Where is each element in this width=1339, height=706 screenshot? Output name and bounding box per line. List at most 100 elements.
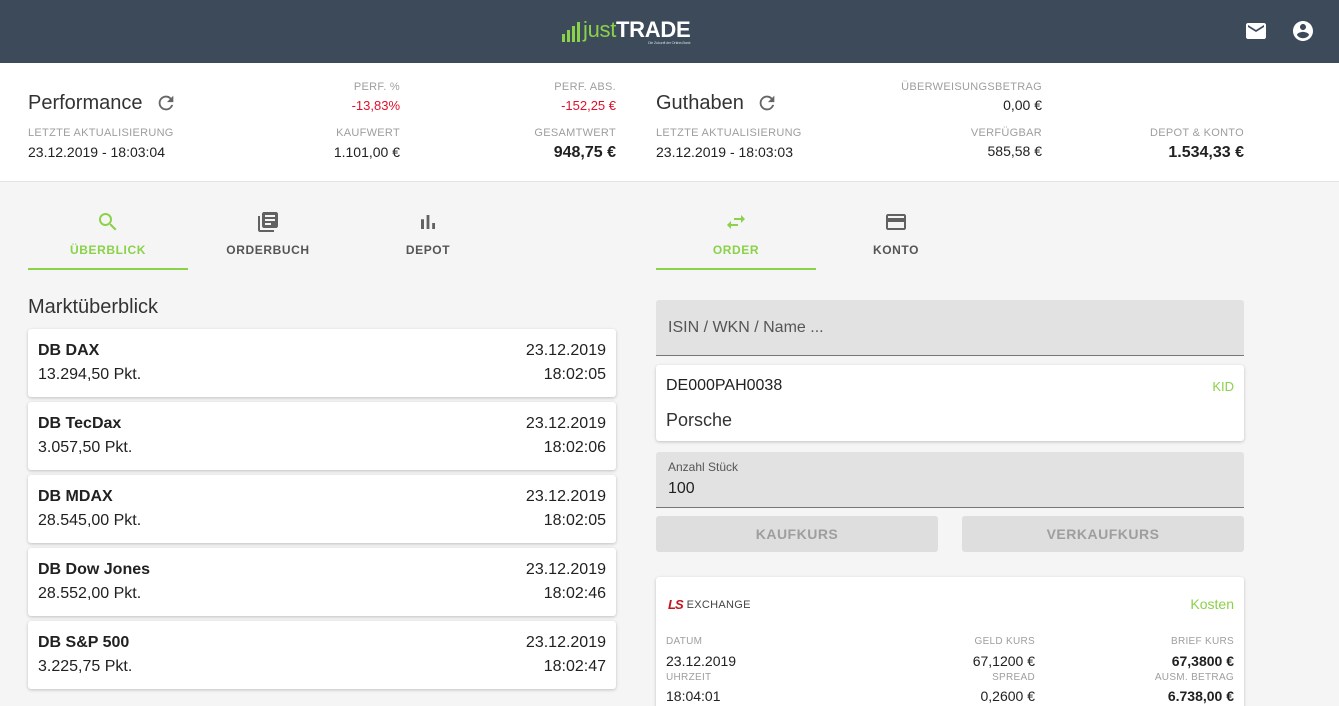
logo-bars-icon bbox=[562, 20, 580, 42]
tab-order[interactable]: ORDER bbox=[656, 200, 816, 270]
quantity-value: 100 bbox=[668, 480, 695, 497]
perf-pct-value: -13,83% bbox=[351, 98, 400, 113]
costs-link[interactable]: Kosten bbox=[1190, 596, 1234, 612]
quote-card: LS EXCHANGE Kosten DATUM 23.12.2019 UHRZ… bbox=[656, 577, 1244, 706]
available-label: VERFÜGBAR bbox=[970, 127, 1042, 139]
depot-konto-label: DEPOT & KONTO bbox=[1150, 127, 1244, 139]
instrument-isin: DE000PAH0038 bbox=[666, 377, 783, 394]
tab-depot-label: DEPOT bbox=[405, 243, 451, 257]
purchase-value: 1.101,00 € bbox=[333, 144, 400, 160]
market-item-value: 3.225,75 Pkt. bbox=[38, 658, 133, 675]
market-item-date: 23.12.2019 bbox=[525, 634, 606, 651]
summary-panel: Performance LETZTE AKTUALISIERUNG 23.12.… bbox=[0, 63, 1339, 182]
buy-price-button[interactable]: KAUFKURS bbox=[656, 516, 938, 552]
bar-chart-icon bbox=[421, 215, 435, 229]
market-item-date: 23.12.2019 bbox=[525, 342, 606, 359]
logo-wordmark: justTRADE Die Zukunft der Online-Bank bbox=[583, 17, 691, 45]
market-item-time: 18:02:46 bbox=[543, 585, 606, 602]
logo-trade: TRADE bbox=[616, 17, 691, 42]
ls-mark: LS bbox=[668, 597, 684, 612]
market-item-time: 18:02:47 bbox=[543, 658, 606, 675]
tab-ueberblick[interactable]: ÜBERBLICK bbox=[28, 200, 188, 270]
ls-exchange-text: EXCHANGE bbox=[686, 598, 751, 611]
market-item-name: DB S&P 500 bbox=[38, 634, 130, 651]
total-value-label: GESAMTWERT bbox=[534, 127, 616, 139]
market-item-name: DB TecDax bbox=[38, 415, 122, 432]
balance-update-value: 23.12.2019 - 18:03:03 bbox=[656, 144, 794, 160]
account-circle-icon[interactable] bbox=[1291, 19, 1315, 43]
justtrade-logo[interactable]: justTRADE Die Zukunft der Online-Bank bbox=[562, 17, 691, 45]
bid-price-value: 67,1200 € bbox=[972, 653, 1035, 669]
transfer-amount-value: 0,00 € bbox=[1003, 97, 1042, 113]
purchase-value-label: KAUFWERT bbox=[336, 127, 400, 139]
spread-label: SPREAD bbox=[992, 672, 1035, 683]
performance-update-label: LETZTE AKTUALISIERUNG bbox=[28, 127, 174, 139]
tab-konto[interactable]: KONTO bbox=[816, 200, 976, 270]
market-item[interactable]: DB Dow Jones 28.552,00 Pkt. 23.12.2019 1… bbox=[28, 548, 616, 616]
instrument-name: Porsche bbox=[666, 410, 733, 430]
performance-title-text: Performance bbox=[28, 92, 143, 114]
tab-orderbuch[interactable]: ORDERBUCH bbox=[188, 200, 348, 270]
instrument-card[interactable]: DE000PAH0038 KID Porsche bbox=[656, 365, 1244, 441]
sell-price-button[interactable]: VERKAUFKURS bbox=[962, 516, 1244, 552]
ask-price-label: BRIEF KURS bbox=[1170, 636, 1234, 647]
credit-card-icon bbox=[886, 214, 906, 230]
tab-orderbuch-label: ORDERBUCH bbox=[226, 243, 310, 257]
refresh-icon[interactable] bbox=[155, 92, 177, 114]
market-item-value: 3.057,50 Pkt. bbox=[38, 439, 133, 456]
search-icon bbox=[99, 213, 117, 231]
market-item-name: DB Dow Jones bbox=[38, 561, 151, 578]
market-item-name: DB DAX bbox=[38, 342, 100, 359]
depot-konto-value: 1.534,33 € bbox=[1168, 144, 1244, 161]
quote-date-label: DATUM bbox=[666, 636, 703, 647]
performance-title: Performance bbox=[28, 91, 177, 115]
kid-link[interactable]: KID bbox=[1212, 379, 1234, 394]
payout-amount-label: AUSM. BETRAG bbox=[1154, 672, 1234, 683]
logo-tagline: Die Zukunft der Online-Bank bbox=[647, 40, 691, 45]
bid-price-label: GELD KURS bbox=[974, 636, 1035, 647]
tab-ueberblick-label: ÜBERBLICK bbox=[69, 243, 147, 257]
payout-amount-value: 6.738,00 € bbox=[1167, 688, 1234, 704]
available-value: 585,58 € bbox=[987, 143, 1043, 159]
balance-update-label: LETZTE AKTUALISIERUNG bbox=[656, 127, 802, 139]
tab-depot[interactable]: DEPOT bbox=[348, 200, 508, 270]
market-list: DB DAX 13.294,50 Pkt. 23.12.2019 18:02:0… bbox=[28, 329, 616, 694]
market-overview-title: Marktüberblick bbox=[28, 296, 159, 318]
market-item-time: 18:02:06 bbox=[543, 439, 606, 456]
quote-time-value: 18:04:01 bbox=[666, 688, 721, 704]
market-item-date: 23.12.2019 bbox=[525, 488, 606, 505]
perf-abs-label: PERF. ABS. bbox=[554, 81, 616, 93]
balance-title-text: Guthaben bbox=[656, 92, 744, 114]
market-item-name: DB MDAX bbox=[38, 488, 113, 505]
market-item-value: 13.294,50 Pkt. bbox=[38, 366, 142, 383]
market-item-date: 23.12.2019 bbox=[525, 415, 606, 432]
top-bar: justTRADE Die Zukunft der Online-Bank bbox=[0, 0, 1339, 63]
market-item[interactable]: DB DAX 13.294,50 Pkt. 23.12.2019 18:02:0… bbox=[28, 329, 616, 397]
market-item-value: 28.545,00 Pkt. bbox=[38, 512, 142, 529]
quote-time-label: UHRZEIT bbox=[666, 672, 712, 683]
balance-title: Guthaben bbox=[656, 91, 778, 115]
spread-value: 0,2600 € bbox=[980, 688, 1036, 704]
ls-exchange-logo: LS EXCHANGE bbox=[668, 597, 751, 612]
perf-abs-value: -152,25 € bbox=[561, 98, 616, 113]
perf-pct-label: PERF. % bbox=[353, 81, 400, 93]
market-item[interactable]: DB MDAX 28.545,00 Pkt. 23.12.2019 18:02:… bbox=[28, 475, 616, 543]
ask-price-value: 67,3800 € bbox=[1171, 653, 1234, 669]
quantity-input[interactable]: Anzahl Stück 100 bbox=[656, 452, 1244, 508]
refresh-icon[interactable] bbox=[756, 92, 778, 114]
library-books-icon bbox=[258, 212, 278, 232]
market-item-time: 18:02:05 bbox=[543, 366, 606, 383]
market-item[interactable]: DB TecDax 3.057,50 Pkt. 23.12.2019 18:02… bbox=[28, 402, 616, 470]
total-value: 948,75 € bbox=[553, 144, 616, 161]
market-item-value: 28.552,00 Pkt. bbox=[38, 585, 142, 602]
market-item-time: 18:02:05 bbox=[543, 512, 606, 529]
transfer-amount-label: ÜBERWEISUNGSBETRAG bbox=[901, 81, 1042, 93]
market-item-date: 23.12.2019 bbox=[525, 561, 606, 578]
tab-order-label: ORDER bbox=[712, 243, 760, 257]
quote-date-value: 23.12.2019 bbox=[666, 653, 737, 669]
market-item[interactable]: DB S&P 500 3.225,75 Pkt. 23.12.2019 18:0… bbox=[28, 621, 616, 689]
mail-icon[interactable] bbox=[1244, 19, 1268, 43]
instrument-search-input[interactable]: ISIN / WKN / Name ... bbox=[656, 300, 1244, 356]
swap-horiz-icon bbox=[727, 215, 745, 229]
quantity-label: Anzahl Stück bbox=[668, 460, 739, 474]
